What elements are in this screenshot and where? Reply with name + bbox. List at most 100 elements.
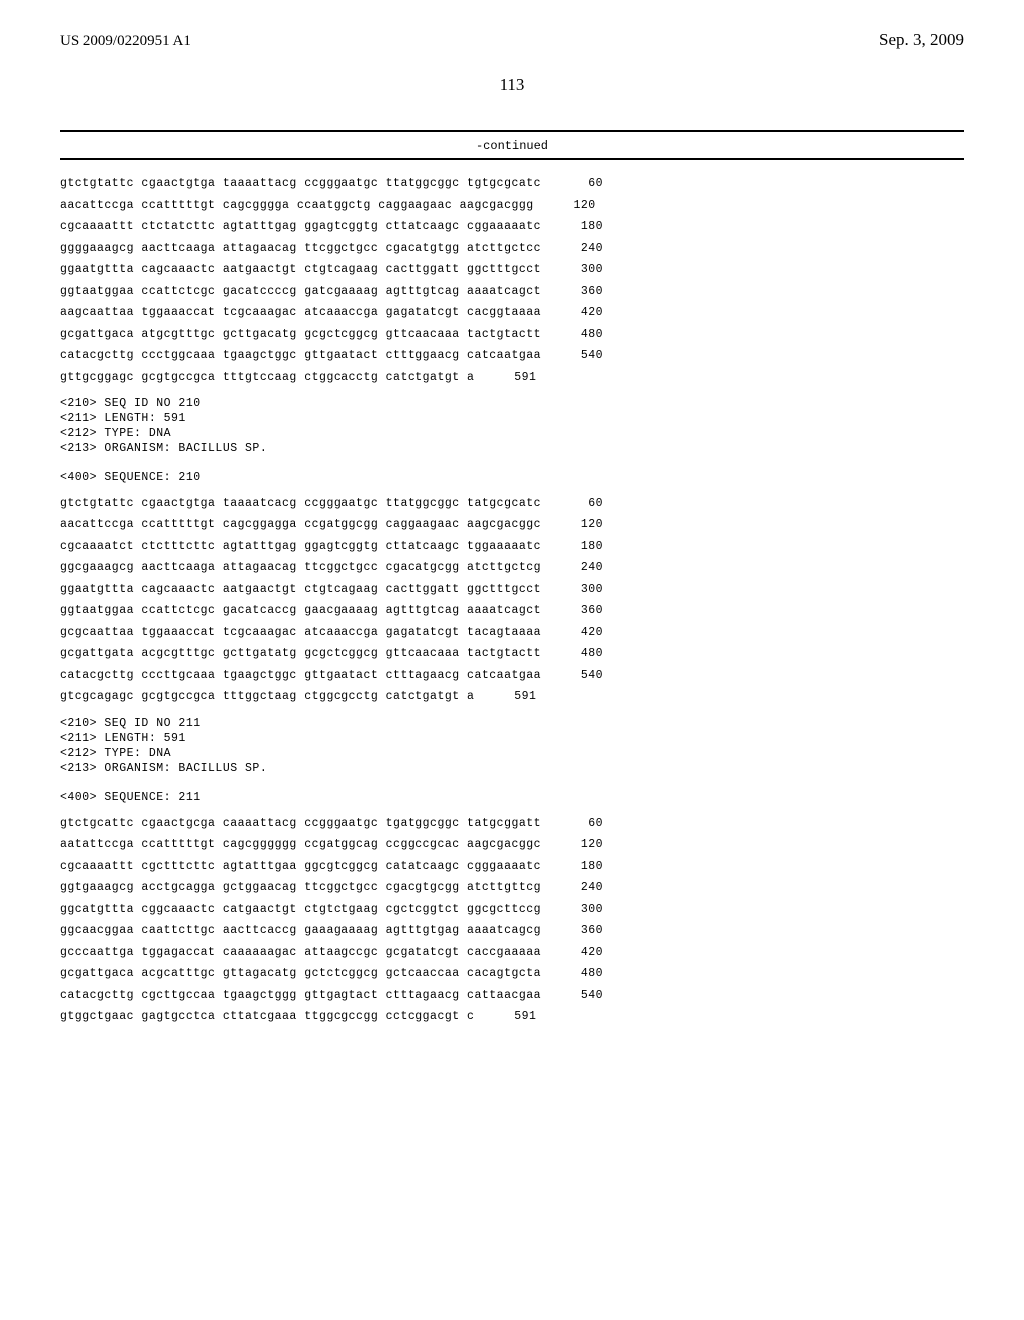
sequence-position: 240: [573, 562, 603, 574]
sequence-text: ggtaatggaa ccattctcgc gacatcaccg gaacgaa…: [60, 605, 541, 617]
sequence-text: ggcaacggaa caattcttgc aacttcaccg gaaagaa…: [60, 925, 541, 937]
sequence-line: gcgcaattaa tggaaaccat tcgcaaagac atcaaac…: [60, 627, 964, 639]
sequence-text: cgcaaaattt cgctttcttc agtatttgaa ggcgtcg…: [60, 861, 541, 873]
sequence-meta: <210> SEQ ID NO 211<211> LENGTH: 591<212…: [60, 717, 964, 777]
sequences-container: gtctgtattc cgaactgtga taaaattacg ccgggaa…: [60, 178, 964, 1023]
sequence-text: catacgcttg cgcttgccaa tgaagctggg gttgagt…: [60, 990, 541, 1002]
meta-line: <211> LENGTH: 591: [60, 732, 964, 747]
meta-line: <211> LENGTH: 591: [60, 412, 964, 427]
sequence-line: gcgattgata acgcgtttgc gcttgatatg gcgctcg…: [60, 648, 964, 660]
sequence-text: cgcaaaattt ctctatcttc agtatttgag ggagtcg…: [60, 221, 541, 233]
sequence-text: gtggctgaac gagtgcctca cttatcgaaa ttggcgc…: [60, 1011, 474, 1023]
sequence-text: gcgattgaca atgcgtttgc gcttgacatg gcgctcg…: [60, 329, 541, 341]
sequence-line: gcgattgaca atgcgtttgc gcttgacatg gcgctcg…: [60, 329, 964, 341]
sequence-position: 300: [573, 584, 603, 596]
sequence-text: gttgcggagc gcgtgccgca tttgtccaag ctggcac…: [60, 372, 474, 384]
sequence-text: ggaatgttta cagcaaactc aatgaactgt ctgtcag…: [60, 264, 541, 276]
sequence-line: ggggaaagcg aacttcaaga attagaacag ttcggct…: [60, 243, 964, 255]
sequence-position: 180: [573, 221, 603, 233]
page-number: 113: [60, 75, 964, 95]
continued-divider: -continued: [60, 130, 964, 160]
sequence-position: 540: [573, 990, 603, 1002]
sequence-line: ggtgaaagcg acctgcagga gctggaacag ttcggct…: [60, 882, 964, 894]
sequence-text: ggtaatggaa ccattctcgc gacatccccg gatcgaa…: [60, 286, 541, 298]
sequence-position: 420: [573, 947, 603, 959]
sequence-text: ggtgaaagcg acctgcagga gctggaacag ttcggct…: [60, 882, 541, 894]
sequence-position: 180: [573, 861, 603, 873]
sequence-position: 420: [573, 627, 603, 639]
publication-number: US 2009/0220951 A1: [60, 33, 191, 50]
sequence-line: gtctgtattc cgaactgtga taaaatcacg ccgggaa…: [60, 498, 964, 510]
sequence-line: ggtaatggaa ccattctcgc gacatccccg gatcgaa…: [60, 286, 964, 298]
sequence-line: cgcaaaatct ctctttcttc agtatttgag ggagtcg…: [60, 541, 964, 553]
sequence-position: 360: [573, 605, 603, 617]
sequence-line: gcgattgaca acgcatttgc gttagacatg gctctcg…: [60, 968, 964, 980]
sequence-position: 480: [573, 648, 603, 660]
sequence-position: 240: [573, 243, 603, 255]
sequence-line: cgcaaaattt ctctatcttc agtatttgag ggagtcg…: [60, 221, 964, 233]
sequence-position: 591: [506, 1011, 536, 1023]
sequence-position: 120: [573, 519, 603, 531]
sequence-text: gtctgtattc cgaactgtga taaaattacg ccgggaa…: [60, 178, 541, 190]
sequence-position: 60: [573, 498, 603, 510]
sequence-text: cgcaaaatct ctctttcttc agtatttgag ggagtcg…: [60, 541, 541, 553]
sequence-text: gcgcaattaa tggaaaccat tcgcaaagac atcaaac…: [60, 627, 541, 639]
sequence-text: gcccaattga tggagaccat caaaaaagac attaagc…: [60, 947, 541, 959]
sequence-line: gtggctgaac gagtgcctca cttatcgaaa ttggcgc…: [60, 1011, 964, 1023]
sequence-position: 180: [573, 541, 603, 553]
sequence-line: gcccaattga tggagaccat caaaaaagac attaagc…: [60, 947, 964, 959]
meta-line: <213> ORGANISM: BACILLUS SP.: [60, 442, 964, 457]
sequence-text: gcgattgata acgcgtttgc gcttgatatg gcgctcg…: [60, 648, 541, 660]
sequence-text: gtctgcattc cgaactgcga caaaattacg ccgggaa…: [60, 818, 541, 830]
sequence-position: 360: [573, 925, 603, 937]
sequence-block: gtctgtattc cgaactgtga taaaatcacg ccgggaa…: [60, 498, 964, 703]
sequence-line: catacgcttg cccttgcaaa tgaagctggc gttgaat…: [60, 670, 964, 682]
sequence-meta: <210> SEQ ID NO 210<211> LENGTH: 591<212…: [60, 397, 964, 457]
sequence-position: 480: [573, 968, 603, 980]
sequence-line: gttgcggagc gcgtgccgca tttgtccaag ctggcac…: [60, 372, 964, 384]
sequence-text: aacattccga ccatttttgt cagcggagga ccgatgg…: [60, 519, 541, 531]
sequence-block: gtctgcattc cgaactgcga caaaattacg ccgggaa…: [60, 818, 964, 1023]
sequence-position: 240: [573, 882, 603, 894]
document-header: US 2009/0220951 A1 Sep. 3, 2009: [60, 30, 964, 50]
sequence-position: 120: [566, 200, 596, 212]
sequence-line: ggaatgttta cagcaaactc aatgaactgt ctgtcag…: [60, 584, 964, 596]
sequence-text: ggaatgttta cagcaaactc aatgaactgt ctgtcag…: [60, 584, 541, 596]
meta-line: <210> SEQ ID NO 210: [60, 397, 964, 412]
meta-line: <213> ORGANISM: BACILLUS SP.: [60, 762, 964, 777]
sequence-line: aacattccga ccatttttgt cagcggagga ccgatgg…: [60, 519, 964, 531]
sequence-line: ggcaacggaa caattcttgc aacttcaccg gaaagaa…: [60, 925, 964, 937]
sequence-label: <400> SEQUENCE: 211: [60, 791, 964, 804]
sequence-text: ggcatgttta cggcaaactc catgaactgt ctgtctg…: [60, 904, 541, 916]
sequence-text: ggcgaaagcg aacttcaaga attagaacag ttcggct…: [60, 562, 541, 574]
sequence-line: catacgcttg ccctggcaaa tgaagctggc gttgaat…: [60, 350, 964, 362]
sequence-line: aatattccga ccatttttgt cagcgggggg ccgatgg…: [60, 839, 964, 851]
sequence-line: ggaatgttta cagcaaactc aatgaactgt ctgtcag…: [60, 264, 964, 276]
sequence-line: catacgcttg cgcttgccaa tgaagctggg gttgagt…: [60, 990, 964, 1002]
sequence-line: gtctgcattc cgaactgcga caaaattacg ccgggaa…: [60, 818, 964, 830]
sequence-text: catacgcttg cccttgcaaa tgaagctggc gttgaat…: [60, 670, 541, 682]
sequence-text: catacgcttg ccctggcaaa tgaagctggc gttgaat…: [60, 350, 541, 362]
sequence-line: aagcaattaa tggaaaccat tcgcaaagac atcaaac…: [60, 307, 964, 319]
meta-line: <210> SEQ ID NO 211: [60, 717, 964, 732]
sequence-position: 540: [573, 670, 603, 682]
sequence-position: 540: [573, 350, 603, 362]
sequence-text: aagcaattaa tggaaaccat tcgcaaagac atcaaac…: [60, 307, 541, 319]
sequence-line: aacattccga ccatttttgt cagcgggga ccaatggc…: [60, 200, 964, 212]
sequence-block: gtctgtattc cgaactgtga taaaattacg ccgggaa…: [60, 178, 964, 383]
sequence-line: ggcatgttta cggcaaactc catgaactgt ctgtctg…: [60, 904, 964, 916]
sequence-position: 480: [573, 329, 603, 341]
sequence-text: gcgattgaca acgcatttgc gttagacatg gctctcg…: [60, 968, 541, 980]
continued-label: -continued: [476, 139, 548, 153]
sequence-position: 300: [573, 904, 603, 916]
sequence-position: 300: [573, 264, 603, 276]
meta-line: <212> TYPE: DNA: [60, 747, 964, 762]
sequence-line: cgcaaaattt cgctttcttc agtatttgaa ggcgtcg…: [60, 861, 964, 873]
sequence-position: 120: [573, 839, 603, 851]
sequence-position: 60: [573, 178, 603, 190]
sequence-position: 591: [506, 691, 536, 703]
sequence-text: aatattccga ccatttttgt cagcgggggg ccgatgg…: [60, 839, 541, 851]
sequence-line: gtctgtattc cgaactgtga taaaattacg ccgggaa…: [60, 178, 964, 190]
sequence-text: ggggaaagcg aacttcaaga attagaacag ttcggct…: [60, 243, 541, 255]
sequence-position: 591: [506, 372, 536, 384]
